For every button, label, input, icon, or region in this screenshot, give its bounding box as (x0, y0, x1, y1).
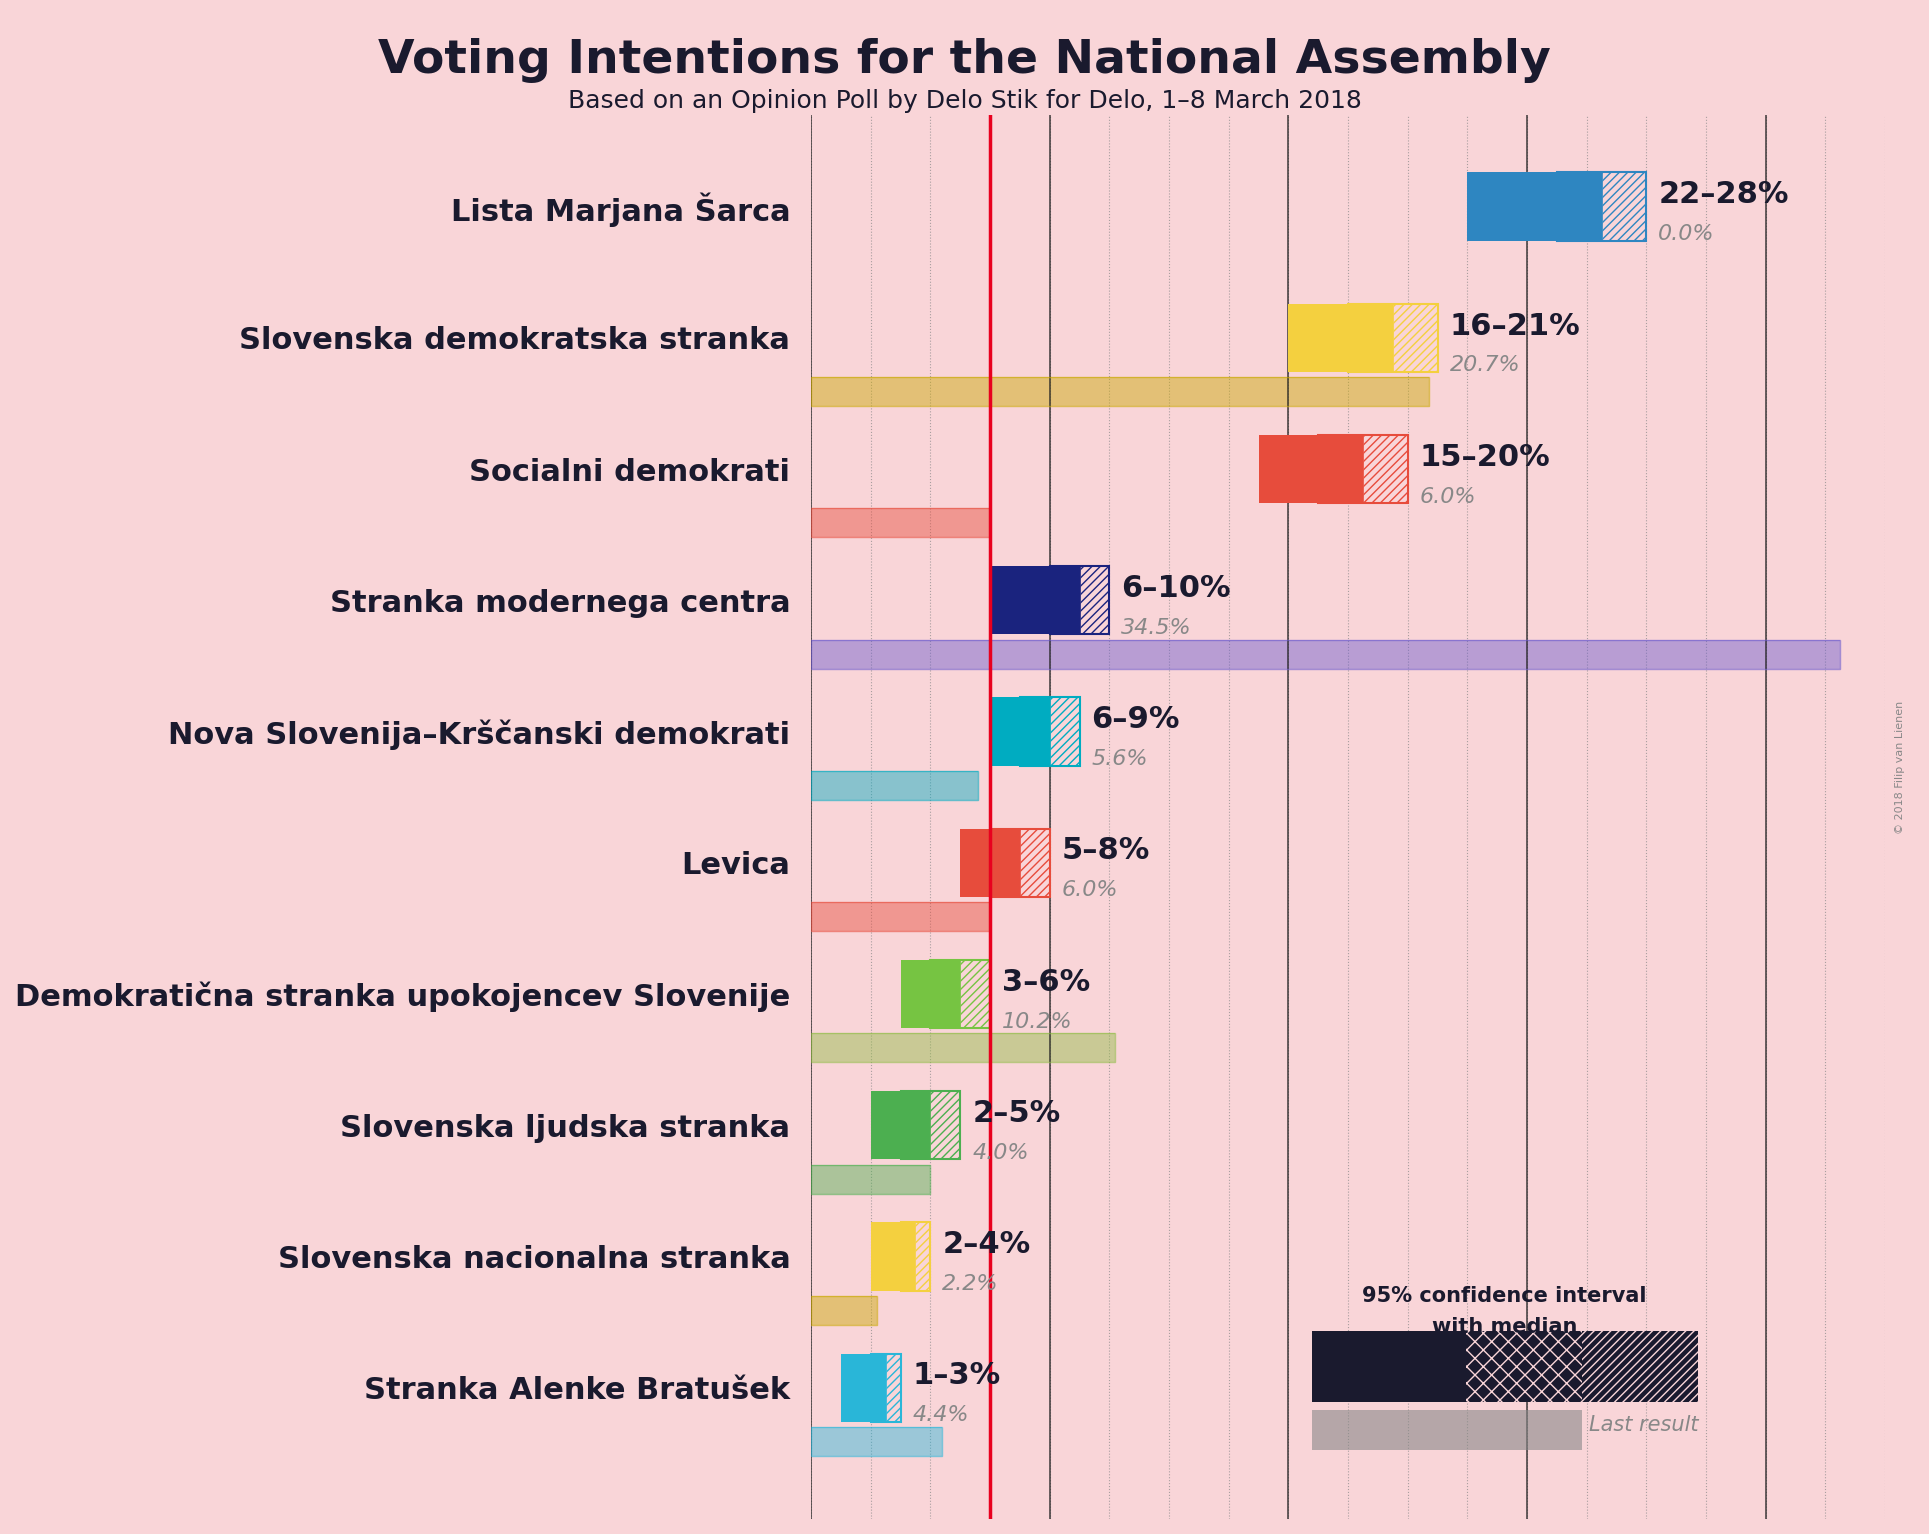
Bar (961, 828, 990, 897)
Bar (810, 1034, 1115, 1062)
Bar (1557, 172, 1601, 241)
Bar (1364, 436, 1408, 503)
Bar (916, 1223, 930, 1290)
Bar (1080, 566, 1109, 635)
Bar (810, 1164, 930, 1193)
Bar (961, 960, 990, 1028)
Bar (1466, 1332, 1582, 1402)
Bar (841, 1353, 870, 1422)
Bar (810, 640, 1840, 669)
Bar (1049, 566, 1080, 635)
Text: 2–5%: 2–5% (972, 1098, 1061, 1127)
Text: 1–3%: 1–3% (912, 1362, 1001, 1390)
Bar (1049, 698, 1080, 765)
Bar (810, 377, 1429, 407)
Text: 3–6%: 3–6% (1001, 968, 1090, 997)
Bar (1020, 828, 1049, 897)
Bar (1318, 436, 1364, 503)
Bar (1318, 436, 1408, 503)
Text: 5.6%: 5.6% (1092, 749, 1148, 769)
Bar (870, 1091, 901, 1160)
Bar (1020, 698, 1049, 765)
Bar (810, 1034, 1115, 1062)
Text: Last result: Last result (1589, 1416, 1699, 1436)
Bar (870, 1223, 901, 1290)
Text: 10.2%: 10.2% (1001, 1011, 1073, 1031)
Bar (810, 772, 978, 799)
Bar (1601, 172, 1647, 241)
Bar (810, 1164, 930, 1193)
Text: with median: with median (1431, 1318, 1578, 1338)
Bar (990, 828, 1020, 897)
Bar (810, 508, 990, 537)
Bar (990, 566, 1049, 635)
Text: 4.4%: 4.4% (912, 1405, 968, 1425)
Bar (901, 960, 930, 1028)
Bar (810, 902, 990, 931)
Bar (1312, 1332, 1466, 1402)
Bar (810, 508, 990, 537)
Bar (810, 772, 978, 799)
Bar (990, 698, 1020, 765)
Text: © 2018 Filip van Lienen: © 2018 Filip van Lienen (1894, 701, 1906, 833)
Text: 4.0%: 4.0% (972, 1143, 1028, 1163)
Text: 0.0%: 0.0% (1659, 224, 1715, 244)
Text: 15–20%: 15–20% (1420, 443, 1551, 472)
Bar (810, 1427, 943, 1456)
Text: 6–9%: 6–9% (1092, 706, 1181, 735)
Bar (810, 377, 1429, 407)
Text: 16–21%: 16–21% (1449, 311, 1580, 341)
Bar (1049, 566, 1109, 635)
Text: 22–28%: 22–28% (1659, 181, 1788, 209)
Text: Voting Intentions for the National Assembly: Voting Intentions for the National Assem… (378, 38, 1551, 83)
Bar (930, 1091, 961, 1160)
Text: 34.5%: 34.5% (1121, 618, 1192, 638)
Bar (810, 1296, 876, 1325)
Text: 2.2%: 2.2% (943, 1275, 999, 1295)
Text: 5–8%: 5–8% (1061, 836, 1150, 865)
Bar (930, 960, 961, 1028)
Bar (1348, 304, 1437, 371)
Bar (1393, 304, 1437, 371)
Bar (810, 902, 990, 931)
Bar (870, 1353, 901, 1422)
Bar (1289, 304, 1348, 371)
Bar (901, 1223, 930, 1290)
Bar (901, 1223, 916, 1290)
Text: 6–10%: 6–10% (1121, 574, 1231, 603)
Bar (1557, 172, 1647, 241)
Bar (1582, 1332, 1698, 1402)
Text: 6.0%: 6.0% (1061, 881, 1119, 900)
Bar (990, 828, 1049, 897)
Text: 6.0%: 6.0% (1420, 486, 1476, 506)
Bar (885, 1353, 901, 1422)
Bar (1020, 698, 1080, 765)
Bar (1258, 436, 1318, 503)
Bar (901, 1091, 930, 1160)
Bar (1468, 172, 1557, 241)
Bar (901, 1091, 961, 1160)
Text: 95% confidence interval: 95% confidence interval (1362, 1287, 1647, 1307)
Bar (930, 960, 990, 1028)
Bar (810, 640, 1840, 669)
Text: 20.7%: 20.7% (1449, 356, 1520, 376)
Bar (870, 1353, 885, 1422)
Bar (1348, 304, 1393, 371)
Text: 2–4%: 2–4% (943, 1230, 1030, 1259)
Text: Based on an Opinion Poll by Delo Stik for Delo, 1–8 March 2018: Based on an Opinion Poll by Delo Stik fo… (567, 89, 1362, 114)
Bar (810, 1296, 876, 1325)
Bar (810, 1427, 943, 1456)
